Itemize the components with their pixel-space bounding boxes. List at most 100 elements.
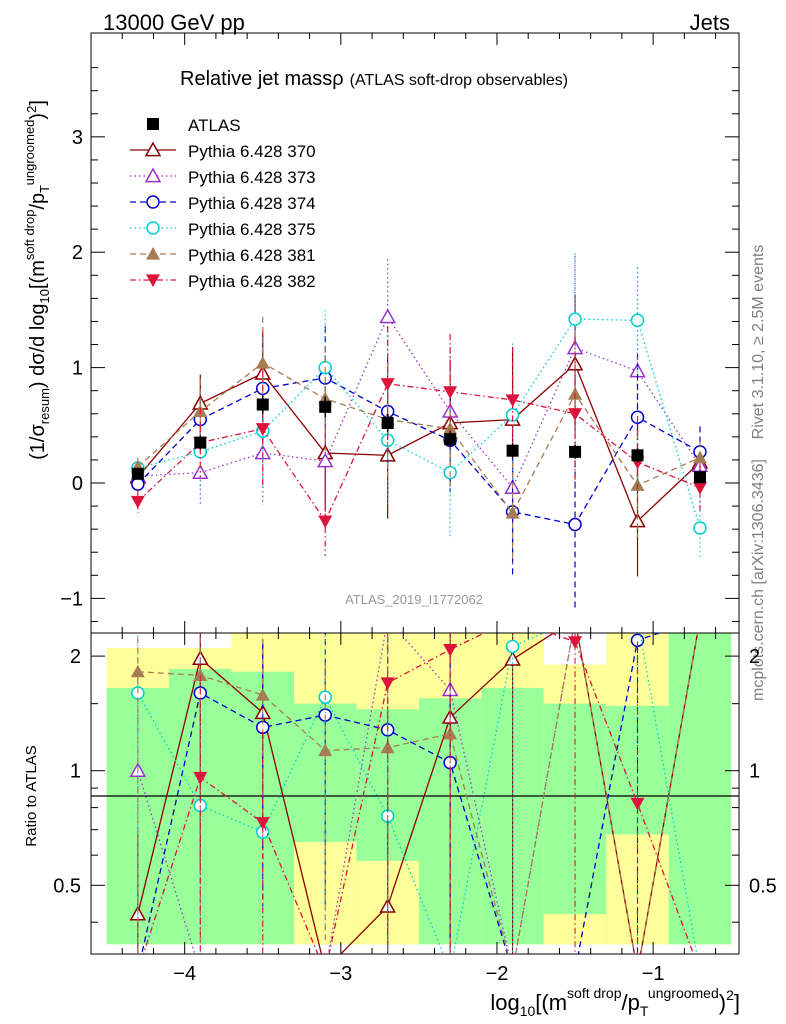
point-marker: [255, 356, 270, 369]
point-marker: [318, 515, 333, 529]
legend-label: Pythia 6.428 374: [188, 194, 316, 213]
point-marker: [568, 312, 582, 326]
point-marker: [568, 517, 582, 532]
ratio-tick-label-right: 0.5: [749, 875, 777, 897]
y-tick-label: −1: [60, 588, 83, 610]
point-marker: [693, 521, 707, 535]
point-marker: [568, 636, 583, 649]
ratio-line: [142, 633, 695, 954]
point-marker: [630, 797, 645, 811]
point-marker: [568, 408, 583, 421]
point-marker: [505, 639, 520, 654]
point-marker: [443, 386, 458, 399]
series-line: [137, 363, 701, 523]
analysis-label: ATLAS_2019_I1772062: [345, 592, 483, 607]
x-tick-label: −3: [329, 963, 352, 985]
ratio-tick-label-right: 1: [749, 761, 760, 783]
data-point: [631, 449, 644, 462]
ratio-axis-label: Ratio to ATLAS: [23, 745, 40, 846]
x-axis-label: log10[(msoft drop/pTungroomed)2]: [490, 985, 740, 1019]
series-line: [137, 362, 701, 515]
y-tick-label: 0: [72, 473, 83, 495]
series-5: [130, 326, 707, 556]
atlas-data-layer: [131, 395, 706, 484]
point-marker: [130, 495, 145, 509]
point-marker: [255, 817, 270, 830]
ratio-line: [137, 633, 699, 954]
x-tick-label: −1: [642, 963, 665, 985]
data-point: [131, 467, 144, 480]
axis-ticks: −4 −3 −2 −1 −1 0 1 2 3 0.5 0.5 1 1 2 2: [53, 33, 777, 985]
point-marker: [443, 644, 458, 657]
rivet-label: Rivet 3.1.10, ≥ 2.5M events: [750, 245, 767, 440]
point-marker: [692, 450, 707, 464]
data-point: [194, 436, 207, 449]
legend-label-atlas: ATLAS: [188, 116, 241, 135]
legend-label: Pythia 6.428 382: [188, 272, 316, 291]
point-marker: [131, 477, 145, 491]
data-point: [444, 433, 457, 446]
chart-title: Relative jet massρ (ATLAS soft-drop obser…: [180, 68, 568, 90]
x-tick-label: −4: [173, 963, 196, 985]
point-marker: [380, 740, 395, 754]
point-marker: [380, 677, 395, 690]
series-4: [130, 316, 707, 564]
header-right: Jets: [690, 10, 730, 35]
ratio-series-5: [142, 633, 695, 954]
data-point: [319, 400, 332, 413]
point-marker: [316, 452, 334, 468]
x-tick-label: −2: [486, 963, 509, 985]
ratio-plot-frame: [90, 632, 740, 955]
y-tick-label: 1: [72, 358, 83, 380]
point-marker: [505, 394, 520, 407]
point-marker: [146, 247, 160, 260]
header-left: 13000 GeV pp: [103, 10, 245, 35]
point-marker: [146, 274, 160, 287]
ratio-line: [141, 633, 662, 954]
point-marker: [630, 313, 645, 328]
point-marker: [255, 688, 270, 701]
y-tick-label: 3: [72, 127, 83, 149]
point-marker: [193, 771, 208, 785]
point-marker: [144, 167, 162, 183]
point-marker: [130, 664, 145, 678]
series-line: [137, 315, 701, 489]
ratio-line: [137, 633, 698, 954]
point-marker: [146, 221, 160, 235]
ratio-tick-label: 0.5: [53, 875, 81, 897]
mcplots-label: mcplots.cern.ch [arXiv:1306.3436]: [750, 459, 767, 701]
series-3: [131, 253, 707, 560]
legend-marker-atlas: [147, 118, 159, 130]
series-0: [129, 294, 709, 577]
ratio-series-layer: [129, 633, 699, 954]
data-point: [256, 398, 269, 411]
data-point: [693, 471, 706, 484]
legend: ATLAS Pythia 6.428 370 Pythia 6.428 373 Pyt…: [130, 116, 316, 291]
point-marker: [505, 506, 520, 519]
ratio-tick-label-right: 2: [749, 646, 760, 668]
point-marker: [255, 423, 270, 436]
point-marker: [144, 141, 162, 157]
legend-label: Pythia 6.428 381: [188, 246, 316, 265]
band-green: [668, 633, 732, 945]
series-layer: [129, 253, 709, 608]
legend-label: Pythia 6.428 370: [188, 142, 316, 161]
data-point: [381, 417, 394, 429]
data-point: [569, 445, 582, 458]
legend-label: Pythia 6.428 375: [188, 220, 316, 239]
point-marker: [443, 726, 458, 740]
point-marker: [146, 195, 160, 209]
point-marker: [379, 308, 396, 324]
y-axis-label: (1/σresum) dσ/d log10[(msoft drop/pTungr…: [22, 100, 52, 460]
point-marker: [692, 482, 707, 495]
point-marker: [443, 421, 458, 435]
ratio-tick-label: 2: [70, 646, 81, 668]
series-1: [129, 255, 709, 548]
point-marker: [380, 378, 395, 391]
series-line: [137, 377, 701, 526]
ratio-tick-label: 1: [70, 761, 81, 783]
legend-label: Pythia 6.428 373: [188, 168, 316, 187]
y-tick-label: 2: [72, 242, 83, 264]
point-marker: [318, 743, 333, 757]
